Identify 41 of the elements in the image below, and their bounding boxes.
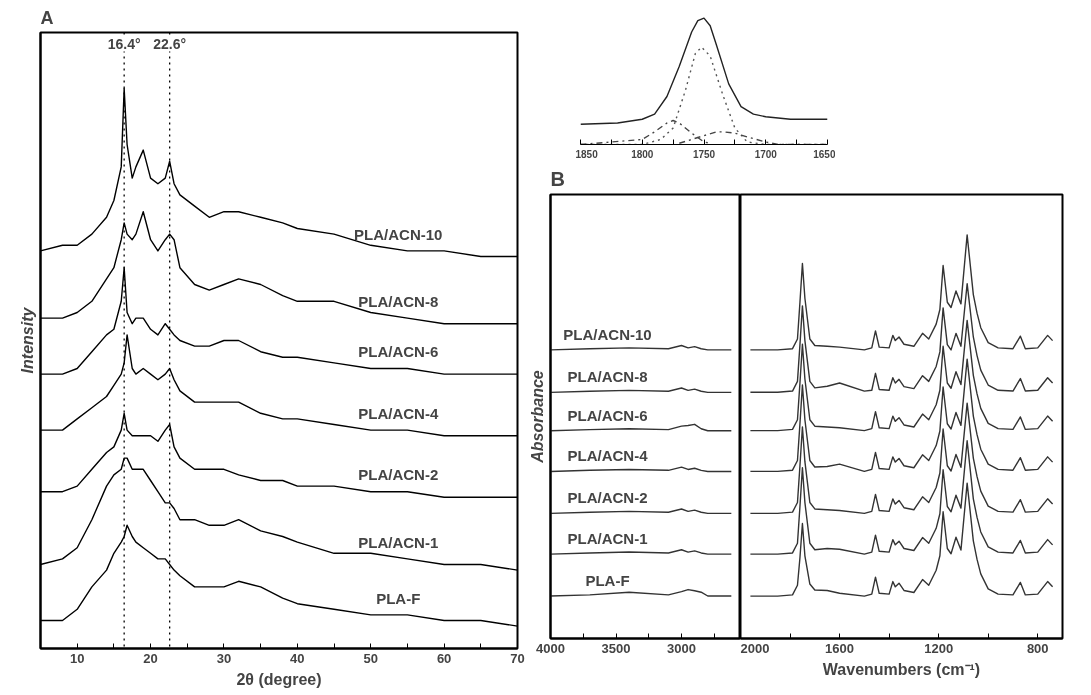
series-label: PLA/ACN-1 <box>358 533 439 551</box>
x-tick-label: 1650 <box>813 148 836 160</box>
series-label: PLA/ACN-8 <box>567 368 648 386</box>
x-tick-label: 3500 <box>601 640 631 656</box>
x-tick-label: 2000 <box>740 640 770 656</box>
x-tick-label: 3000 <box>667 640 696 656</box>
x-axis-title: Wavenumbers (cm⁻¹) <box>822 660 981 678</box>
x-tick-label: 50 <box>363 650 378 666</box>
series-label: PLA/ACN-2 <box>358 466 439 484</box>
series-label: PLA/ACN-10 <box>563 325 652 343</box>
x-tick-label: 20 <box>143 650 158 666</box>
x-tick-label: 30 <box>216 650 232 666</box>
series-label: PLA/ACN-4 <box>567 447 649 465</box>
series-label: PLA/ACN-1 <box>567 530 648 548</box>
ref-line-label: 22.6° <box>153 35 187 52</box>
y-axis-title: Intensity <box>18 306 36 374</box>
y-axis-title: Absorbance <box>528 370 546 464</box>
x-axis-title: 2θ (degree) <box>236 670 322 688</box>
series-label: PLA/ACN-8 <box>358 292 439 310</box>
x-tick-label: 40 <box>290 650 305 666</box>
x-tick-label: 1600 <box>825 640 855 656</box>
x-tick-label: 60 <box>436 650 452 666</box>
x-tick-label: 1750 <box>692 148 716 160</box>
x-tick-label: 1800 <box>631 148 654 160</box>
series-label: PLA/ACN-10 <box>354 225 443 243</box>
series-label: PLA-F <box>585 571 630 589</box>
series-label: PLA/ACN-6 <box>358 343 439 361</box>
series-label: PLA/ACN-4 <box>358 404 439 422</box>
series-label: PLA-F <box>376 589 421 607</box>
x-tick-label: 1700 <box>754 148 778 160</box>
series-label: PLA/ACN-6 <box>567 406 648 424</box>
x-tick-label: 1850 <box>575 148 599 160</box>
x-tick-label: 10 <box>69 650 85 666</box>
x-tick-label: 800 <box>1026 640 1049 656</box>
ref-line-label: 16.4° <box>107 35 141 52</box>
chart-title: B <box>550 167 565 190</box>
x-tick-label: 1200 <box>924 640 954 656</box>
x-tick-label: 4000 <box>536 640 565 656</box>
chart-title: A <box>40 7 54 28</box>
series-label: PLA/ACN-2 <box>567 489 648 507</box>
x-tick-label: 70 <box>510 650 525 666</box>
